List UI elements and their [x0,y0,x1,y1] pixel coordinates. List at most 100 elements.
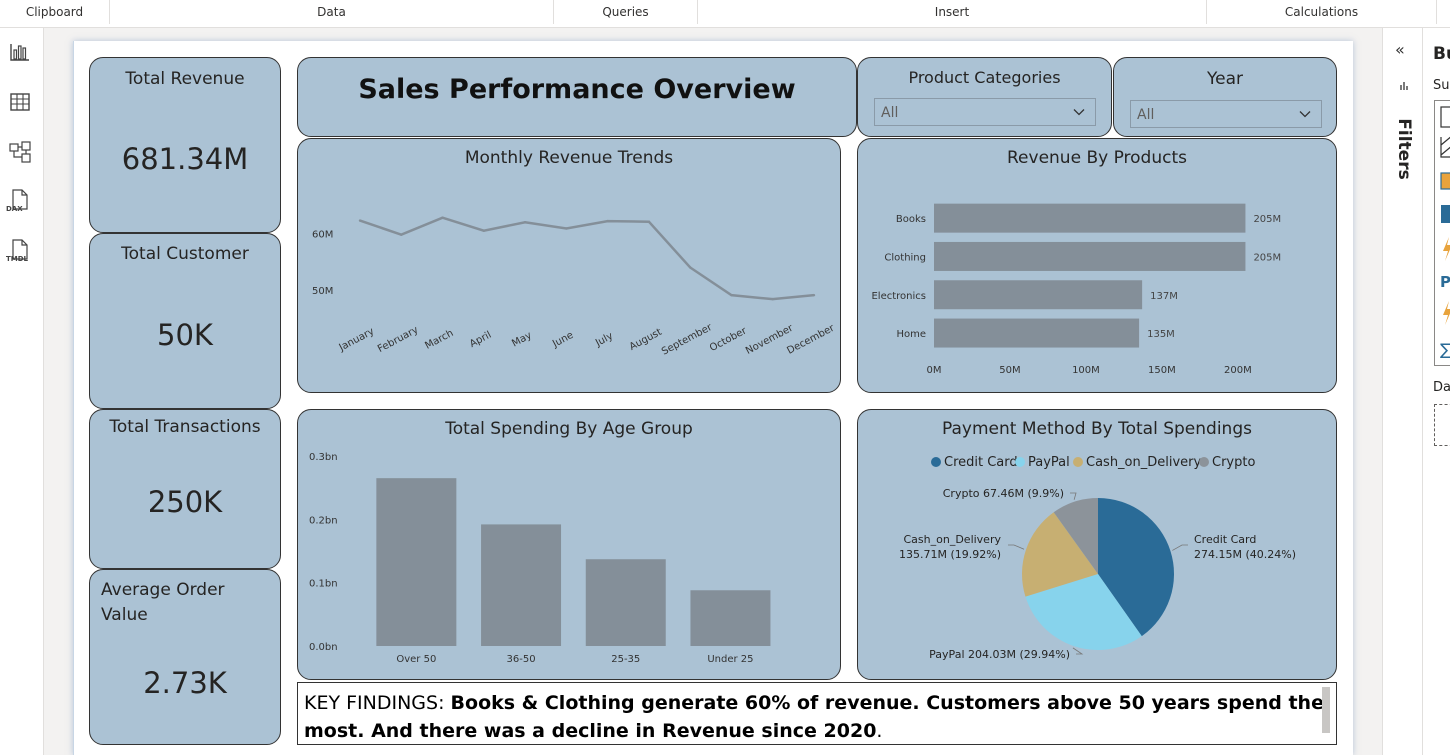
findings-bold-text: Books & Clothing generate 60% of revenue… [304,692,1324,742]
ribbon-group-clipboard[interactable]: Clipboard [0,0,110,24]
data-point [400,233,403,236]
data-point [441,216,444,219]
hbar-chart-card[interactable]: Revenue By Products Books 205M Clothing 205… [857,138,1337,393]
data-point [688,266,692,269]
x-tick-label: 100M [1072,365,1100,376]
kpi-value: 50K [157,318,213,352]
kpi-card-total-customer[interactable]: Total Customer 50K [89,233,281,409]
kpi-value: 681.34M [121,142,249,176]
monthly-revenue-line-chart: 50M 60M January February March April May June Ju… [312,216,837,358]
bar [690,590,771,646]
ribbon-group-data[interactable]: Data [110,0,554,24]
findings-prefix: KEY FINDINGS: [304,692,451,714]
view-rail: DAX TMDL [0,28,44,755]
y-tick-label: 0.0bn [309,642,338,653]
x-tick-label: October [708,325,749,354]
data-well[interactable] [1434,404,1450,446]
y-tick-label: 60M [312,230,333,241]
series-line [359,216,815,301]
x-tick-label: June [550,330,575,350]
table-view-icon[interactable] [8,90,32,114]
filters-label: Filters [1394,118,1414,180]
findings-suffix: . [876,720,883,742]
data-label: 205M [1253,252,1281,263]
ribbon: Clipboard Data Queries Insert Calculatio… [0,0,1450,28]
kpi-title: Total Customer [121,244,249,264]
leader-line [1008,544,1025,550]
tmdl-view-icon[interactable]: TMDL [6,238,36,270]
kpi-card-average-order-value[interactable]: Average Order Value 2.73K [89,569,281,745]
pie-chart-card[interactable]: Payment Method By Total Spendings Credit… [857,409,1337,680]
revenue-by-products-bar-chart: Books 205M Clothing 205M Electronics 137M Home… [871,203,1281,376]
column-chart-card[interactable]: Total Spending By Age Group 0.0bn 0.1bn 0.… [297,409,841,680]
svg-text:P: P [1440,273,1450,291]
data-label: PayPal 204.03M (29.94%) [929,648,1070,661]
leader-line [1070,492,1077,500]
x-tick-label: 200M [1224,365,1252,376]
line-chart-card[interactable]: Monthly Revenue Trends 50M 60M January Febr… [297,138,841,393]
dax-query-icon[interactable]: DAX [6,188,36,220]
data-label: 135M [1147,329,1175,340]
svg-text:∑: ∑ [1440,340,1450,359]
visual-type-icons[interactable]: P ∑ [1439,105,1450,365]
y-tick-label: 50M [312,286,333,297]
ribbon-group-insert[interactable]: Insert [698,0,1207,24]
collapse-pane-icon[interactable]: « [1395,40,1405,59]
x-tick-label: 150M [1148,365,1176,376]
ribbon-group-calculations[interactable]: Calculations [1207,0,1437,24]
ribbon-group-queries[interactable]: Queries [554,0,698,24]
bar [376,478,457,646]
x-tick-label: 36-50 [507,654,536,665]
x-tick-label: April [468,330,493,350]
chart-title: Total Spending By Age Group [445,419,693,439]
slicer-title: Product Categories [908,68,1061,87]
data-label: 137M [1150,291,1178,302]
data-point [565,227,568,230]
legend-marker [1015,457,1025,467]
data-label: 205M [1253,214,1281,225]
leader-line [1172,544,1188,551]
x-tick-label: January [337,326,377,354]
filters-pane-collapsed[interactable]: « Filters [1383,28,1423,755]
suggest-label: Sug [1433,78,1450,93]
year-dropdown[interactable]: All [1130,100,1322,128]
data-point [647,220,651,223]
kpi-card-total-revenue[interactable]: Total Revenue 681.34M [89,57,281,233]
legend-item: PayPal [1028,455,1070,470]
legend-marker [1073,457,1083,467]
x-tick-label: March [423,328,455,352]
x-tick-label: Under 25 [707,654,753,665]
data-label: 274.15M (40.24%) [1194,548,1296,561]
filter-visual-icon[interactable] [1399,80,1409,92]
textbox-scrollbar[interactable] [1322,687,1330,733]
model-view-icon[interactable] [8,140,32,164]
kpi-title: Average Order Value [101,580,225,625]
category-dropdown[interactable]: All [874,98,1096,126]
key-findings-textbox[interactable]: KEY FINDINGS: Books & Clothing generate … [297,682,1337,745]
x-tick-label: December [785,322,837,356]
x-tick-label: September [660,322,715,358]
page-title: Sales Performance Overview [358,74,796,105]
data-point [482,229,486,232]
dropdown-value: All [881,105,899,121]
report-view-icon[interactable] [8,40,32,64]
x-tick-label: May [510,330,533,349]
kpi-title: Total Revenue [125,69,245,89]
data-point [606,219,609,223]
spending-by-age-column-chart: 0.0bn 0.1bn 0.2bn 0.3bn Over 50 36-50 25-35 Und… [309,452,771,665]
x-tick-label: Over 50 [396,654,436,665]
bar [934,318,1140,348]
data-label: Crypto 67.46M (9.9%) [943,487,1064,500]
y-tick-label: 0.2bn [309,515,338,526]
bar [585,559,666,646]
pie-slice [1098,498,1174,637]
right-pane: « Filters Bu Sug P ∑ Da [1382,28,1450,755]
pie-slice [1022,512,1098,597]
kpi-card-total-transactions[interactable]: Total Transactions 250K [89,409,281,569]
tmdl-label: TMDL [6,255,29,263]
category-label: Clothing [884,252,926,263]
data-label: Da [1433,380,1450,395]
slicer-product-categories: Product Categories All [857,57,1112,137]
category-label: Electronics [871,291,926,302]
legend-item: Crypto [1212,455,1255,470]
